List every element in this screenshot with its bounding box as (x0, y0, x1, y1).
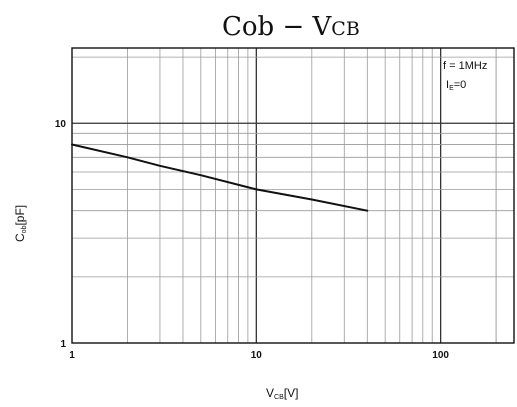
x-tick-label: 100 (432, 350, 449, 361)
chart-title: Cob − VCB (222, 12, 360, 42)
annotation-frequency: f = 1MHz (443, 60, 487, 72)
y-tick-label: 1 (60, 339, 66, 350)
series-line-0 (71, 143, 369, 212)
annotation-emitter-current: IE=0 (446, 79, 466, 92)
chart-title-subscript: CB (331, 18, 360, 40)
plot-frame (71, 47, 515, 344)
x-tick-label: 10 (251, 350, 263, 361)
x-axis-label: VCB[V] (266, 386, 298, 401)
y-tick-label: 10 (55, 119, 67, 130)
x-tick-label: 1 (69, 350, 75, 361)
grid-lines (71, 48, 514, 344)
y-axis-label: Cob[pF] (13, 205, 28, 242)
tick-labels: 1 10 100 1 10 (55, 119, 450, 361)
curve-layer (71, 143, 369, 212)
